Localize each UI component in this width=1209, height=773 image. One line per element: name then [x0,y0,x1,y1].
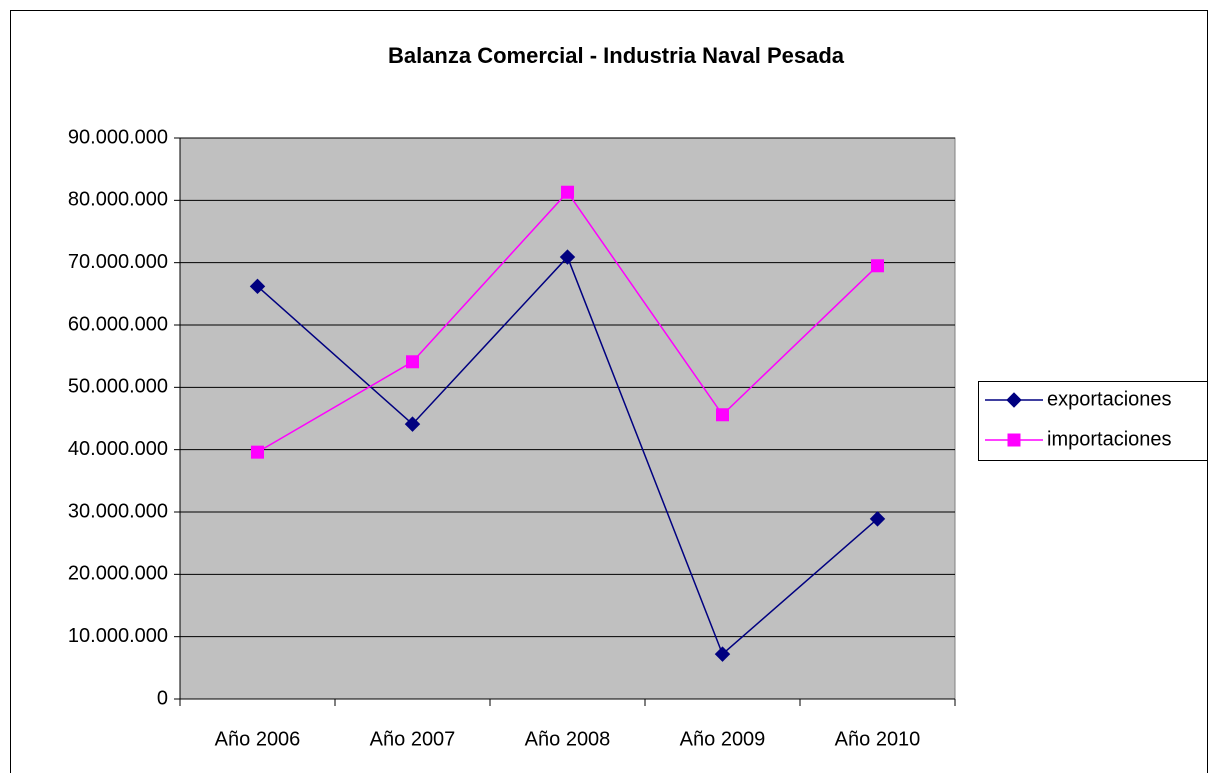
chart-title: Balanza Comercial - Industria Naval Pesa… [388,43,845,68]
legend-marker [1006,392,1022,408]
y-tick-label: 10.000.000 [68,625,168,647]
y-tick-label: 90.000.000 [68,126,168,148]
x-tick-label: Año 2008 [525,728,611,750]
x-tick-label: Año 2006 [215,728,301,750]
data-point [871,259,884,273]
legend-label: importaciones [1047,428,1172,450]
data-point [559,249,576,265]
x-tick-label: Año 2007 [370,728,456,750]
x-tick-label: Año 2010 [835,728,921,750]
legend-box [978,381,1208,461]
y-tick-label: 30.000.000 [68,500,168,522]
data-point [249,278,266,295]
y-tick-label: 40.000.000 [68,438,168,460]
data-point [714,646,731,662]
legend-marker [1007,433,1021,447]
plot-area [179,137,956,700]
data-point [406,355,419,369]
data-point [561,185,574,199]
y-tick-label: 50.000.000 [68,376,168,398]
y-tick-label: 60.000.000 [68,313,168,335]
y-tick-label: 80.000.000 [68,189,168,211]
data-point [251,445,264,459]
x-tick-label: Año 2009 [680,728,766,750]
data-point [404,416,421,432]
legend-label: exportaciones [1047,388,1172,410]
y-tick-label: 0 [157,687,168,709]
data-point [716,408,729,422]
y-tick-label: 20.000.000 [68,563,168,585]
y-tick-label: 70.000.000 [68,251,168,273]
data-point [869,511,886,527]
